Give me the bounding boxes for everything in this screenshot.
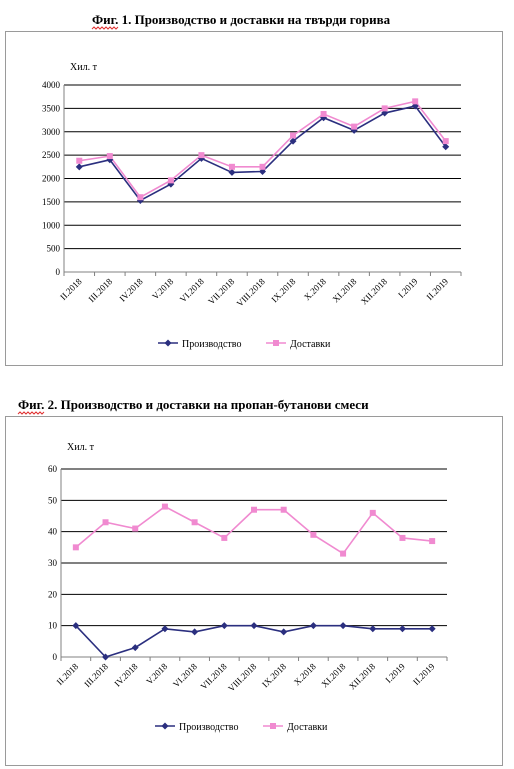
legend-label-production: Производство — [179, 722, 238, 733]
data-point-production — [102, 653, 110, 661]
y-tick-label: 30 — [48, 558, 58, 568]
x-tick-label: II.2019 — [411, 661, 437, 687]
x-tick-label: XI.2018 — [319, 661, 347, 689]
x-tick-label: VIII.2018 — [226, 661, 259, 694]
data-point-production — [309, 622, 317, 630]
x-tick-label: XII.2018 — [347, 661, 378, 692]
data-point-deliveries — [228, 163, 235, 170]
legend-marker-production — [164, 339, 172, 347]
data-point-production — [289, 137, 297, 145]
data-point-deliveries — [167, 177, 174, 184]
data-point-production — [228, 168, 236, 176]
y-axis-label: Хил. т — [70, 62, 98, 73]
y-tick-label: 60 — [48, 464, 58, 474]
figure-1-title: Фиг. 1. Производство и доставки на твърд… — [92, 12, 391, 27]
x-tick-label: I.2019 — [383, 661, 407, 685]
data-point-deliveries — [106, 153, 113, 160]
x-tick-label: X.2018 — [292, 661, 318, 687]
data-point-production — [369, 625, 377, 633]
data-point-production — [161, 625, 169, 633]
y-tick-label: 20 — [48, 589, 58, 599]
y-tick-label: 4000 — [42, 80, 61, 90]
data-point-deliveries — [381, 105, 388, 112]
data-point-production — [339, 622, 347, 630]
data-point-deliveries — [320, 110, 327, 117]
x-tick-label: VI.2018 — [171, 661, 199, 689]
spellcheck-underline — [91, 26, 119, 30]
data-point-deliveries — [412, 98, 419, 105]
x-tick-label: VII.2018 — [198, 661, 229, 692]
data-point-production — [75, 163, 83, 171]
y-tick-label: 0 — [56, 267, 61, 277]
data-point-deliveries — [399, 534, 406, 541]
series-line-deliveries — [75, 505, 433, 555]
data-point-deliveries — [76, 157, 83, 164]
data-point-production — [191, 628, 199, 636]
data-point-deliveries — [369, 509, 376, 516]
y-tick-label: 1000 — [42, 220, 61, 230]
y-tick-label: 3000 — [42, 127, 61, 137]
data-point-production — [131, 644, 139, 652]
x-tick-label: III.2018 — [82, 661, 110, 689]
y-axis-label: Хил. т — [67, 442, 95, 453]
x-tick-label: V.2018 — [144, 661, 170, 687]
chart-2-frame — [5, 416, 503, 766]
data-point-deliveries — [137, 194, 144, 201]
data-point-deliveries — [280, 506, 287, 513]
x-tick-label: II.2018 — [55, 661, 81, 687]
legend-marker-deliveries — [273, 340, 279, 346]
legend-label-deliveries: Доставки — [287, 722, 328, 733]
data-point-deliveries — [290, 132, 297, 139]
legend-label-production: Производство — [182, 339, 241, 350]
data-point-deliveries — [251, 506, 257, 513]
chart-1-frame — [5, 31, 503, 366]
y-tick-label: 2000 — [42, 174, 61, 184]
series-line-production — [75, 624, 433, 658]
figure-2-title: Фиг. 2. Производство и доставки на пропа… — [18, 397, 369, 412]
data-point-production — [428, 625, 436, 633]
data-point-production — [220, 622, 228, 630]
data-point-deliveries — [198, 152, 205, 159]
data-point-deliveries — [259, 163, 266, 170]
data-point-deliveries — [132, 525, 139, 532]
data-point-deliveries — [221, 534, 228, 541]
y-tick-label: 0 — [53, 652, 58, 662]
data-point-deliveries — [72, 544, 79, 551]
y-tick-label: 1500 — [42, 197, 61, 207]
data-point-production — [250, 622, 258, 630]
x-tick-label: IX.2018 — [260, 661, 288, 689]
data-point-production — [72, 622, 80, 630]
y-tick-label: 40 — [48, 527, 58, 537]
data-point-deliveries — [442, 138, 449, 145]
data-point-production — [280, 628, 288, 636]
data-point-deliveries — [161, 503, 168, 510]
data-point-deliveries — [102, 519, 109, 526]
x-tick-label: IV.2018 — [112, 661, 140, 689]
data-point-deliveries — [310, 531, 317, 538]
y-tick-label: 500 — [47, 244, 61, 254]
y-tick-label: 10 — [48, 621, 58, 631]
y-tick-label: 2500 — [42, 150, 61, 160]
y-tick-label: 3500 — [42, 103, 61, 113]
data-point-deliveries — [351, 123, 358, 130]
data-point-production — [442, 143, 450, 151]
data-point-production — [398, 625, 406, 633]
data-point-deliveries — [340, 550, 347, 557]
y-tick-label: 50 — [48, 495, 58, 505]
data-point-deliveries — [191, 519, 198, 526]
spellcheck-underline — [17, 411, 45, 415]
data-point-deliveries — [429, 538, 436, 545]
legend-label-deliveries: Доставки — [290, 339, 331, 350]
legend-marker-production — [161, 722, 169, 730]
legend-marker-deliveries — [270, 723, 276, 729]
